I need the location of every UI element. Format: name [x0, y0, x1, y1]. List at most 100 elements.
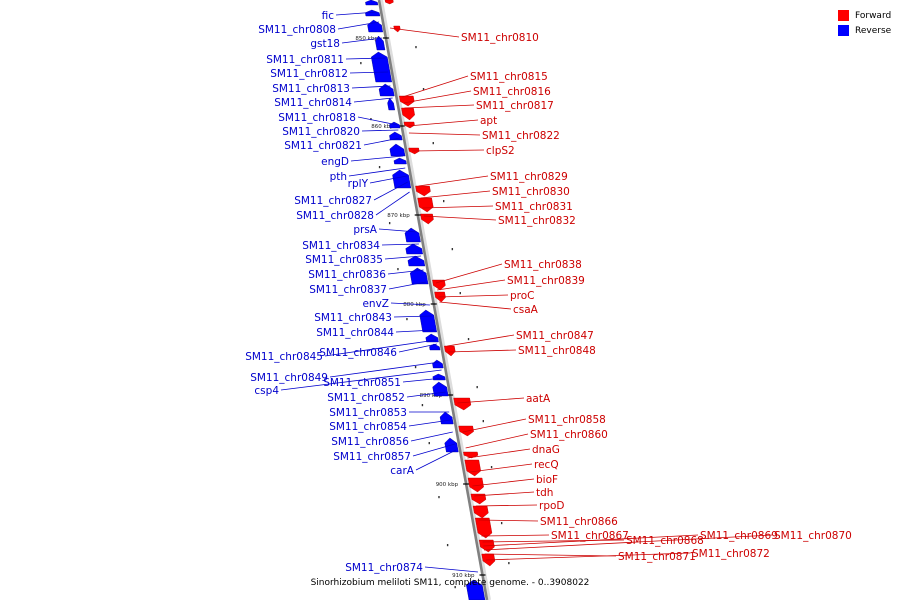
sm11-chr0835-label[interactable]: SM11_chr0835	[305, 254, 383, 266]
minor-feature-mark	[459, 292, 461, 295]
sm11-chr0820-label[interactable]: SM11_chr0820	[282, 126, 360, 138]
sm11-chr0858-label[interactable]: SM11_chr0858	[528, 414, 606, 426]
sm11-chr0845-label[interactable]: SM11_chr0845	[245, 351, 323, 363]
engd-label[interactable]: engD	[321, 156, 349, 168]
sm11-chr0816-label[interactable]: SM11_chr0816	[473, 86, 551, 98]
apt-label[interactable]: apt	[480, 115, 497, 127]
dnag-leader-line	[467, 448, 531, 459]
biof-leader-line	[472, 478, 535, 487]
proc-label[interactable]: proC	[510, 290, 535, 302]
sm11-chr0822-label[interactable]: SM11_chr0822	[482, 130, 560, 142]
reverse-gene-4-feature	[371, 51, 392, 83]
sm11-chr0827-label[interactable]: SM11_chr0827	[294, 195, 372, 207]
biof-label[interactable]: bioF	[536, 474, 558, 486]
genome-backbone	[377, 0, 489, 600]
forward-gene-6-feature	[415, 185, 431, 197]
sm11-chr0811-label[interactable]: SM11_chr0811	[266, 54, 344, 66]
sm11-chr0831-leader-line	[422, 205, 494, 209]
envz-label[interactable]: envZ	[362, 298, 389, 310]
sm11-chr0815-label[interactable]: SM11_chr0815	[470, 71, 548, 83]
sm11-chr0851-label[interactable]: SM11_chr0851	[323, 377, 401, 389]
sm11-chr0812-label[interactable]: SM11_chr0812	[270, 68, 348, 80]
dnag-label[interactable]: dnaG	[532, 444, 560, 456]
minor-feature-mark	[500, 522, 503, 525]
apt-leader-line	[407, 119, 479, 127]
prsa-label[interactable]: prsA	[353, 224, 377, 236]
sm11-chr0834-label[interactable]: SM11_chr0834	[302, 240, 380, 252]
reverse-gene-12-feature	[404, 227, 421, 243]
sm11-chr0836-label[interactable]: SM11_chr0836	[308, 269, 386, 281]
minor-feature-mark	[422, 88, 425, 91]
sm11-chr0869-leader-line	[483, 534, 699, 547]
sm11-chr0830-label[interactable]: SM11_chr0830	[492, 186, 570, 198]
proc-leader-line	[438, 294, 509, 298]
sm11-chr0849-label[interactable]: SM11_chr0849	[250, 372, 328, 384]
sm11-chr0839-leader-line	[437, 279, 506, 291]
legend-reverse-label: Reverse	[855, 25, 892, 36]
sm11-chr0837-label[interactable]: SM11_chr0837	[309, 284, 387, 296]
reverse-gene-1-feature	[365, 9, 381, 17]
sm11-chr0838-label[interactable]: SM11_chr0838	[504, 259, 582, 271]
sm11-chr0828-label[interactable]: SM11_chr0828	[296, 210, 374, 222]
sm11-chr0844-label[interactable]: SM11_chr0844	[316, 327, 394, 339]
sm11-chr0854-label[interactable]: SM11_chr0854	[329, 421, 407, 433]
sm11-chr0817-label[interactable]: SM11_chr0817	[476, 100, 554, 112]
sm11-chr0810-label[interactable]: SM11_chr0810	[461, 32, 539, 44]
recq-label[interactable]: recQ	[534, 459, 559, 471]
rpod-leader-line	[476, 504, 538, 507]
sm11-chr0832-label[interactable]: SM11_chr0832	[498, 215, 576, 227]
sm11-chr0870-label[interactable]: SM11_chr0870	[774, 530, 852, 542]
sm11-chr0871-label[interactable]: SM11_chr0871	[618, 551, 696, 563]
sm11-chr0808-label[interactable]: SM11_chr0808	[258, 24, 336, 36]
csaa-leader-line	[439, 301, 512, 310]
pth-label[interactable]: pth	[330, 171, 347, 183]
sm11-chr0820-leader-line	[361, 129, 399, 132]
forward-gene-17-feature	[470, 493, 487, 505]
minor-feature-mark	[476, 386, 478, 389]
sm11-chr0839-label[interactable]: SM11_chr0839	[507, 275, 585, 287]
reverse-swatch	[838, 25, 849, 36]
sm11-chr0846-leader-line	[398, 343, 438, 353]
cara-label[interactable]: carA	[390, 465, 415, 477]
sm11-chr0872-leader-line	[485, 552, 691, 561]
sm11-chr0848-label[interactable]: SM11_chr0848	[518, 345, 596, 357]
sm11-chr0869-label[interactable]: SM11_chr0869	[700, 530, 778, 542]
sm11-chr0856-label[interactable]: SM11_chr0856	[331, 436, 409, 448]
clps2-label[interactable]: clpS2	[486, 145, 515, 157]
sm11-chr0814-label[interactable]: SM11_chr0814	[274, 97, 352, 109]
rply-label[interactable]: rplY	[348, 178, 369, 190]
sm11-chr0853-label[interactable]: SM11_chr0853	[329, 407, 407, 419]
minor-feature-mark	[451, 248, 454, 251]
sm11-chr0866-label[interactable]: SM11_chr0866	[540, 516, 618, 528]
sm11-chr0854-leader-line	[408, 419, 451, 427]
rpod-label[interactable]: rpoD	[539, 500, 565, 512]
fic-label[interactable]: fic	[322, 10, 335, 22]
sm11-chr0874-label[interactable]: SM11_chr0874	[345, 562, 423, 574]
sm11-chr0821-label[interactable]: SM11_chr0821	[284, 140, 362, 152]
gene-labels: fic SM11_chr0808 gst18 SM11_chr0811 SM11_chr…	[245, 10, 852, 574]
sm11-chr0831-label[interactable]: SM11_chr0831	[495, 201, 573, 213]
gst18-label[interactable]: gst18	[310, 38, 340, 50]
sm11-chr0872-label[interactable]: SM11_chr0872	[692, 548, 770, 560]
sm11-chr0852-label[interactable]: SM11_chr0852	[327, 392, 405, 404]
sm11-chr0860-label[interactable]: SM11_chr0860	[530, 429, 608, 441]
tdh-label[interactable]: tdh	[536, 487, 553, 499]
sm11-chr0813-label[interactable]: SM11_chr0813	[272, 83, 350, 95]
sm11-chr0818-label[interactable]: SM11_chr0818	[278, 112, 356, 124]
csaa-label[interactable]: csaA	[513, 304, 539, 316]
scale-tick-label: 910 kbp	[452, 573, 475, 579]
sm11-chr0846-label[interactable]: SM11_chr0846	[319, 347, 397, 359]
sm11-chr0857-label[interactable]: SM11_chr0857	[333, 451, 411, 463]
sm11-chr0847-leader-line	[447, 334, 515, 347]
legend-reverse: Reverse	[838, 23, 891, 38]
aata-label[interactable]: aatA	[526, 393, 551, 405]
sm11-chr0847-label[interactable]: SM11_chr0847	[516, 330, 594, 342]
sm11-chr0829-label[interactable]: SM11_chr0829	[490, 171, 568, 183]
sm11-chr0860-leader-line	[465, 433, 529, 449]
scale-tick-label: 860 kbp	[371, 124, 394, 130]
sm11-chr0822-leader-line	[408, 132, 481, 136]
sm11-chr0867-label[interactable]: SM11_chr0867	[551, 530, 629, 542]
sm11-chr0843-label[interactable]: SM11_chr0843	[314, 312, 392, 324]
csp4-label[interactable]: csp4	[254, 385, 279, 397]
